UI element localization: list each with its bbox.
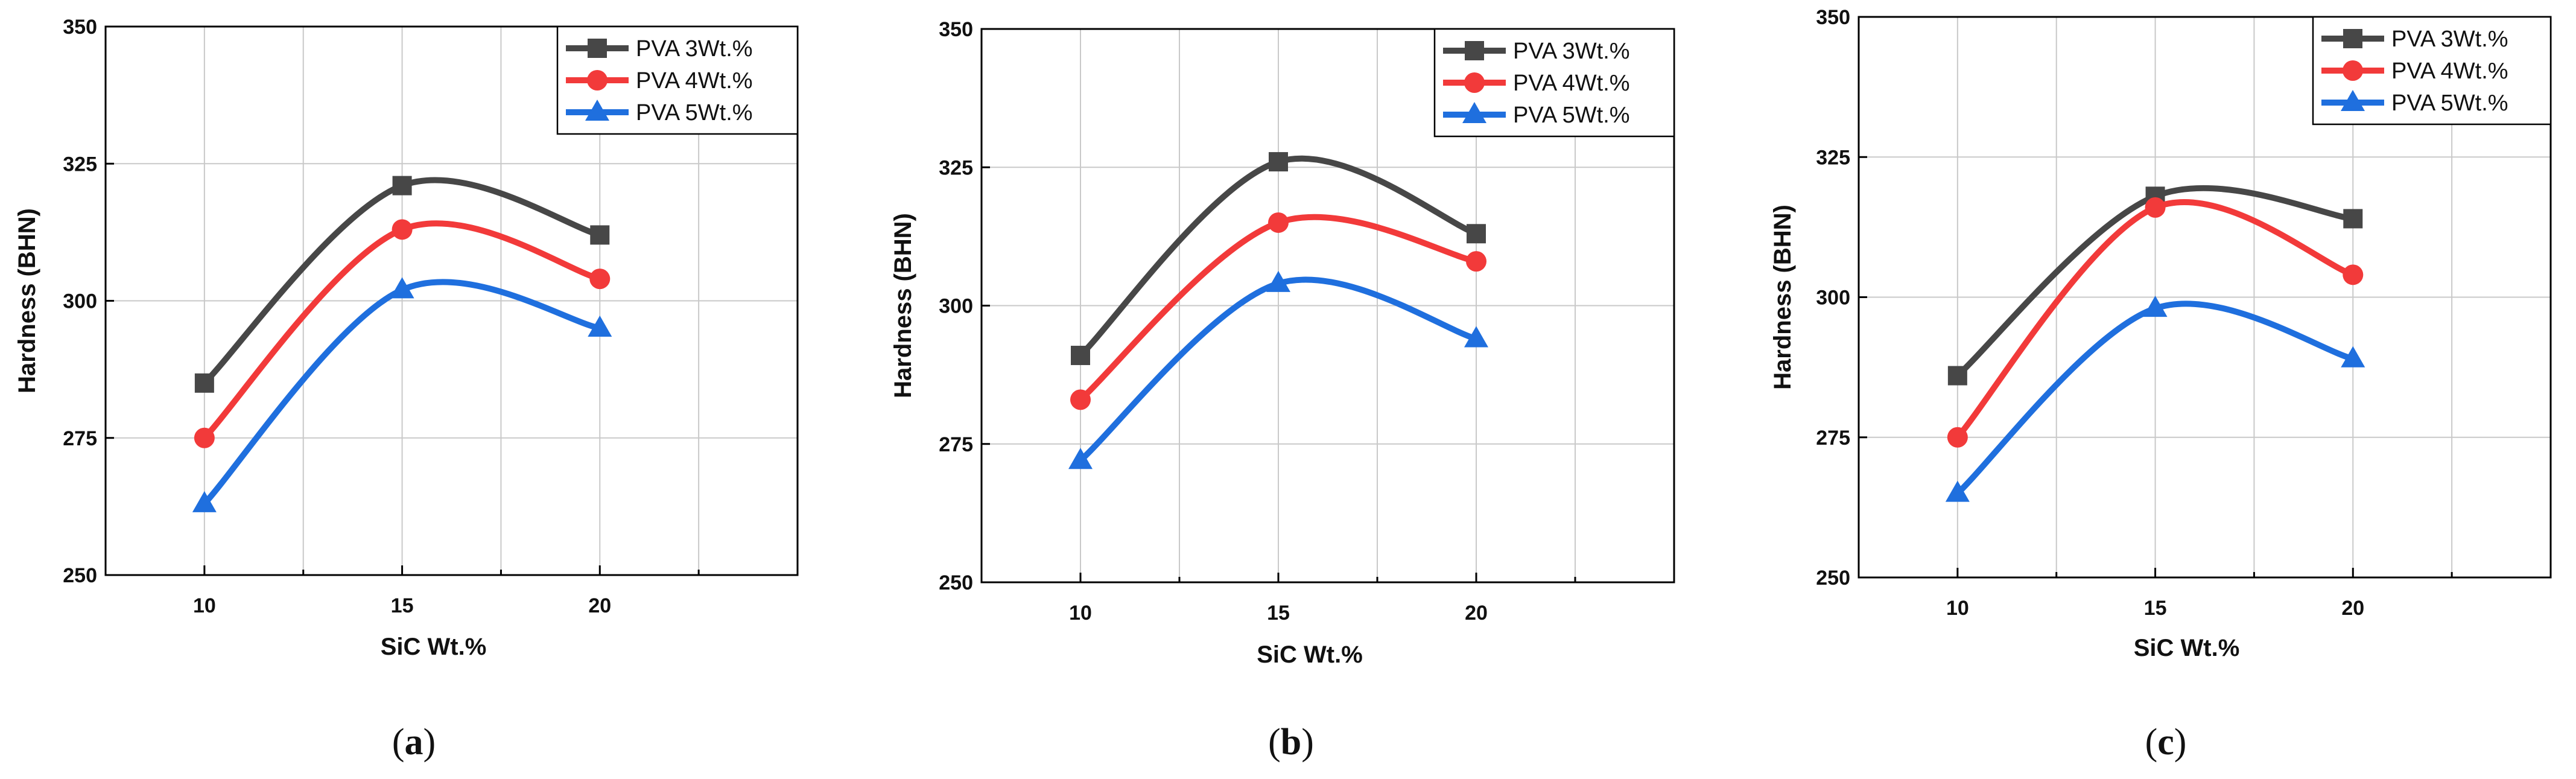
data-point-circle [1466, 251, 1486, 272]
panel-caption: (b) [1268, 722, 1314, 763]
x-axis-title: SiC Wt.% [2134, 635, 2240, 661]
panel-caption: (a) [392, 722, 436, 763]
legend-label: PVA 3Wt.% [1513, 39, 1630, 64]
legend: PVA 3Wt.% PVA 4Wt.% PVA 5Wt.% [2312, 16, 2552, 126]
x-tick-label: 15 [2144, 597, 2167, 620]
legend-label: PVA 5Wt.% [2391, 91, 2508, 116]
legend-label: PVA 3Wt.% [636, 36, 753, 62]
legend-label: PVA 3Wt.% [2391, 27, 2508, 52]
y-axis-title: Hardness (BHN) [1769, 205, 1796, 390]
data-point-square [392, 176, 412, 196]
x-tick-label: 15 [391, 594, 414, 617]
legend-marker-triangle [1462, 102, 1486, 123]
data-point-circle [1268, 212, 1289, 233]
legend-label: PVA 5Wt.% [1513, 103, 1630, 128]
chart-panel-c: 250 275 300 325 350 10 15 20 SiC Wt.% Hardness (B… [1769, 6, 2552, 763]
y-tick-label: 250 [63, 564, 97, 587]
legend-marker-square [1465, 41, 1484, 60]
x-tick-label: 10 [1069, 602, 1092, 625]
x-tick-label: 15 [1267, 602, 1290, 625]
data-point-triangle [2341, 346, 2365, 367]
data-point-triangle [390, 277, 414, 299]
data-point-circle [2343, 264, 2364, 285]
data-point-circle [392, 219, 413, 240]
legend: PVA 3Wt.% PVA 4Wt.% PVA 5Wt.% [556, 25, 799, 135]
y-axis-title: Hardness (BHN) [890, 213, 916, 398]
data-point-circle [2145, 197, 2166, 218]
data-point-square [1269, 152, 1288, 172]
x-axis-title: SiC Wt.% [1257, 641, 1363, 668]
panel-caption: (c) [2145, 722, 2187, 763]
y-tick-label: 250 [1816, 567, 1850, 590]
legend-marker-triangle [585, 100, 609, 121]
y-tick-label: 325 [63, 153, 97, 176]
data-point-triangle [1945, 480, 1970, 502]
legend: PVA 3Wt.% PVA 4Wt.% PVA 5Wt.% [1433, 28, 1675, 138]
data-point-triangle [1266, 270, 1290, 292]
y-tick-label: 350 [939, 18, 973, 41]
data-point-triangle [2143, 296, 2168, 317]
legend-label: PVA 4Wt.% [1513, 71, 1630, 96]
data-point-circle [589, 269, 611, 290]
data-point-triangle [588, 315, 612, 337]
data-point-circle [1070, 389, 1091, 410]
legend-marker-square [588, 39, 607, 58]
chart-panel-b: 250 275 300 325 350 10 15 20 SiC Wt.% Hardness (B… [890, 18, 1675, 763]
data-point-triangle [1464, 326, 1488, 348]
y-tick-label: 350 [63, 16, 97, 39]
data-point-triangle [192, 491, 217, 512]
y-tick-label: 250 [939, 571, 973, 594]
y-tick-label: 300 [63, 290, 97, 313]
y-tick-label: 325 [939, 156, 973, 179]
legend-marker-square [2343, 29, 2362, 48]
panel-letter: c [2157, 722, 2174, 763]
x-axis-title: SiC Wt.% [381, 634, 487, 660]
y-tick-label: 325 [1816, 146, 1850, 169]
panel-letter: b [1281, 722, 1301, 763]
legend-marker-circle [1464, 72, 1485, 93]
data-point-square [1947, 366, 1967, 386]
y-tick-label: 300 [939, 295, 973, 318]
y-axis-title: Hardness (BHN) [14, 208, 40, 393]
legend-label: PVA 4Wt.% [636, 68, 753, 94]
x-tick-label: 10 [193, 594, 216, 617]
data-point-square [590, 225, 610, 245]
x-tick-label: 20 [588, 594, 611, 617]
legend-label: PVA 5Wt.% [636, 100, 753, 126]
data-point-square [194, 373, 214, 393]
data-point-square [1071, 346, 1090, 366]
legend-marker-circle [2343, 60, 2363, 81]
data-point-triangle [1068, 448, 1093, 469]
y-tick-label: 300 [1816, 287, 1850, 310]
x-tick-label: 10 [1946, 597, 1969, 620]
chart-panel-a: 250 275 300 325 350 10 15 20 SiC Wt.% Hardness (B… [14, 16, 799, 763]
y-tick-label: 275 [63, 427, 97, 450]
x-tick-label: 20 [1465, 602, 1488, 625]
y-tick-label: 350 [1816, 6, 1850, 29]
y-tick-label: 275 [1816, 427, 1850, 450]
data-point-circle [1947, 427, 1968, 448]
x-tick-label: 20 [2341, 597, 2364, 620]
y-tick-label: 275 [939, 433, 973, 456]
legend-label: PVA 4Wt.% [2391, 59, 2508, 84]
panel-letter: a [405, 722, 424, 763]
data-point-square [1467, 224, 1486, 244]
legend-marker-triangle [2341, 90, 2365, 111]
legend-marker-circle [587, 70, 608, 91]
data-point-square [2343, 209, 2363, 229]
data-point-circle [194, 427, 215, 448]
